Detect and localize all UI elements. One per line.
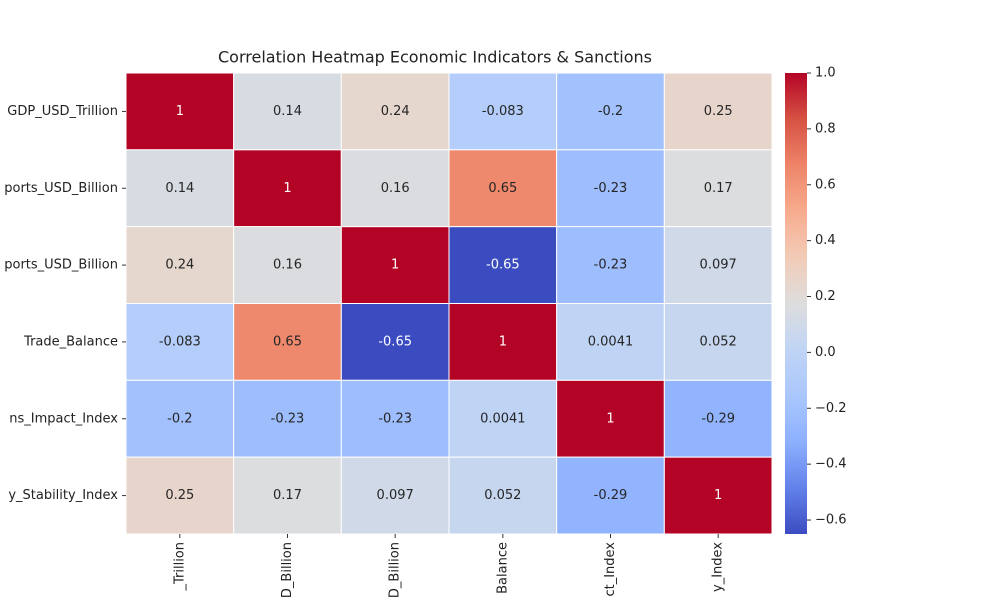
x-tick-label: D_Billion	[280, 542, 295, 598]
heatmap-cell	[125, 456, 235, 535]
heatmap-cell	[448, 149, 558, 228]
colorbar-tick-label: 0.8	[815, 121, 836, 136]
heatmap-cell	[233, 303, 342, 381]
y-tick-label: ports_USD_Billion	[4, 258, 118, 273]
cell-label: 0.17	[273, 488, 302, 503]
heatmap-cell	[448, 226, 558, 305]
cell-label: -0.29	[701, 411, 735, 426]
heatmap-cell	[340, 72, 450, 151]
cell-label: -0.2	[167, 411, 192, 426]
heatmap-cell	[340, 303, 450, 381]
cell-label: -0.23	[271, 411, 305, 426]
heatmap-cell	[125, 303, 235, 381]
cell-label: 0.65	[273, 334, 302, 349]
cell-label: 1	[283, 181, 291, 196]
cell-label: -0.2	[598, 104, 623, 119]
heatmap-cell	[556, 72, 665, 151]
cell-label: 0.17	[704, 181, 733, 196]
cell-label: 0.25	[165, 488, 194, 503]
heatmap-cell	[233, 72, 342, 151]
x-tick-label: D_Billion	[388, 542, 403, 598]
heatmap-cell	[663, 149, 773, 228]
heatmap-cell	[233, 149, 342, 228]
heatmap-cell	[448, 72, 558, 151]
heatmap-cell	[663, 303, 773, 381]
heatmap-cell	[663, 72, 773, 151]
cell-label: -0.23	[594, 258, 628, 273]
y-tick-label: y_Stability_Index	[8, 488, 118, 503]
y-tick-label: GDP_USD_Trillion	[7, 104, 118, 119]
x-tick-label: _Trillion	[172, 542, 187, 592]
cell-label: 1	[391, 258, 399, 273]
heatmap-cell	[556, 456, 665, 535]
chart-title: Correlation Heatmap Economic Indicators …	[218, 48, 652, 67]
cell-label: 0.16	[273, 258, 302, 273]
cell-label: 0.24	[381, 104, 410, 119]
colorbar-tick-label: −0.6	[815, 513, 847, 528]
heatmap-cell	[448, 379, 558, 458]
heatmap-cell	[663, 456, 773, 535]
cell-label: -0.083	[482, 104, 524, 119]
cell-label: -0.083	[159, 334, 201, 349]
x-tick-label: Balance	[495, 542, 510, 594]
heatmap-cell	[233, 226, 342, 305]
cell-label: 0.65	[488, 181, 517, 196]
heatmap-cell	[556, 379, 665, 458]
cell-label: -0.65	[378, 334, 412, 349]
cell-label: -0.65	[486, 258, 520, 273]
cell-label: -0.29	[594, 488, 628, 503]
cell-label: 1	[714, 488, 722, 503]
cell-label: 0.24	[165, 258, 194, 273]
cell-label: 0.14	[273, 104, 302, 119]
colorbar-tick-label: −0.4	[815, 457, 847, 472]
cell-label: 0.14	[165, 181, 194, 196]
y-tick-label: Trade_Balance	[23, 334, 118, 349]
colorbar-tick-label: 0.0	[815, 345, 836, 360]
colorbar-tick-label: 0.4	[815, 233, 836, 248]
heatmap-cell	[340, 226, 450, 305]
heatmap-cell	[125, 72, 235, 151]
colorbar-tick-label: −0.2	[815, 401, 847, 416]
cell-label: 1	[499, 334, 507, 349]
colorbar-tick-label: 0.6	[815, 177, 836, 192]
cell-label: 0.052	[700, 334, 737, 349]
cell-label: 1	[176, 104, 184, 119]
cell-label: -0.23	[594, 181, 628, 196]
y-tick-label: ns_Impact_Index	[9, 411, 118, 426]
cell-label: 0.052	[484, 488, 521, 503]
y-tick-label: ports_USD_Billion	[4, 181, 118, 196]
cell-label: 0.25	[704, 104, 733, 119]
cell-label: 0.097	[377, 488, 414, 503]
heatmap-cell	[556, 226, 665, 305]
heatmap-cell	[663, 379, 773, 458]
x-tick-label: ct_Index	[603, 542, 618, 597]
heatmap-cell	[340, 379, 450, 458]
heatmap-cell	[125, 226, 235, 305]
heatmap-cell	[125, 379, 235, 458]
cell-label: 0.16	[381, 181, 410, 196]
colorbar	[785, 73, 807, 534]
cell-label: -0.23	[378, 411, 412, 426]
cell-label: 0.0041	[588, 334, 634, 349]
heatmap-cell	[663, 226, 773, 305]
cell-label: 0.0041	[480, 411, 526, 426]
heatmap-cell	[448, 303, 558, 381]
x-tick-label: y_Index	[711, 542, 726, 592]
colorbar-tick-label: 0.2	[815, 289, 836, 304]
cell-label: 0.097	[700, 258, 737, 273]
colorbar-tick-label: 1.0	[815, 66, 836, 81]
heatmap-cell	[556, 303, 665, 381]
cell-label: 1	[606, 411, 614, 426]
